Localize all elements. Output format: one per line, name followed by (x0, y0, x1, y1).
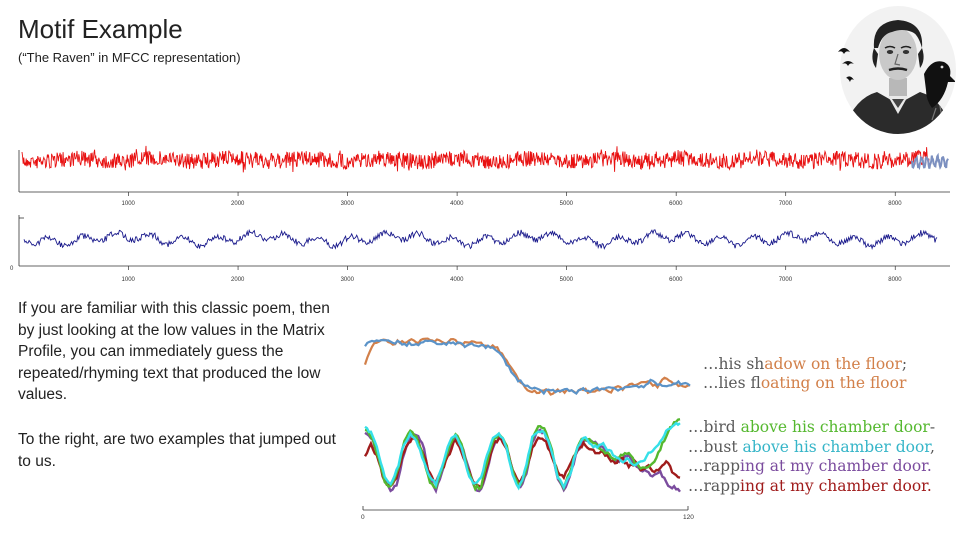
slide-subtitle: (“The Raven” in MFCC representation) (18, 50, 241, 65)
lyric-line: …bust above his chamber door, (688, 438, 935, 458)
mp-y-zero-label: 0 (10, 266, 14, 272)
lyric-highlight: adow on the floor (764, 355, 902, 373)
mp-tick-label: 8000 (888, 277, 902, 283)
mfcc-tick-label: 8000 (888, 201, 902, 207)
motif1-series-1 (364, 339, 691, 396)
slide-title: Motif Example (18, 14, 183, 44)
lyric-prefix: …rapp (688, 457, 740, 475)
lyric-prefix: …bust (688, 437, 743, 456)
mfcc-tick-label: 7000 (779, 201, 793, 207)
motif-pair-1-chart (363, 337, 691, 396)
mfcc-tick-label: 2000 (231, 201, 245, 207)
mfcc-motif-highlight (911, 152, 949, 171)
explanation-paragraph: If you are familiar with this classic po… (18, 300, 330, 403)
lyrics-bottom: …bird above his chamber door- …bust abov… (688, 418, 935, 496)
lyric-prefix: …his sh (703, 355, 765, 373)
mfcc-tick-label: 3000 (341, 201, 355, 207)
motif2-xtick-120: 120 (683, 514, 694, 521)
lyric-prefix: …bird (688, 418, 741, 436)
mfcc-tick-label: 1000 (122, 201, 136, 207)
mfcc-x-ticks: 1000 2000 3000 4000 5000 6000 7000 8000 (122, 192, 902, 207)
matrix-profile-line (23, 228, 938, 251)
lyric-suffix: , (930, 437, 935, 456)
mfcc-tick-label: 5000 (560, 201, 574, 207)
motif-group-2-chart: 0 120 (361, 418, 694, 521)
lyric-line: …rapping at my chamber door. (688, 477, 935, 497)
mp-tick-label: 3000 (341, 277, 355, 283)
mp-tick-label: 2000 (231, 277, 245, 283)
mp-tick-label: 6000 (669, 277, 683, 283)
mp-tick-label: 4000 (450, 277, 464, 283)
matrix-profile-chart: 0 1000 2000 3000 4000 5000 6000 7000 8000 (10, 215, 950, 283)
lyric-prefix: …rapp (688, 476, 740, 495)
lyric-line: …lies floating on the floor (703, 374, 907, 393)
lyric-line: …his shadow on the floor; (703, 355, 907, 374)
lyric-line: …rapping at my chamber door. (688, 457, 935, 477)
lyric-suffix: - (929, 418, 936, 436)
lyric-highlight: ing at my chamber door. (740, 457, 932, 475)
mp-tick-label: 5000 (560, 277, 574, 283)
lyric-highlight: above his chamber door (740, 418, 930, 436)
motif2-xtick-0: 0 (361, 514, 365, 521)
mfcc-tick-label: 4000 (450, 201, 464, 207)
lyric-line: …bird above his chamber door- (688, 418, 935, 438)
mfcc-series-line (21, 145, 930, 173)
motif2-lines (363, 418, 681, 495)
mp-tick-label: 7000 (779, 277, 793, 283)
mfcc-tick-label: 6000 (669, 201, 683, 207)
motif2-series-3 (364, 421, 681, 491)
lyric-suffix: ; (901, 355, 908, 373)
lyric-highlight: ing at my chamber door. (740, 476, 932, 495)
lyric-prefix: …lies fl (703, 374, 761, 392)
lyric-highlight: oating on the floor (760, 374, 907, 392)
examples-paragraph: To the right, are two examples that jump… (18, 431, 336, 470)
lyrics-top: …his shadow on the floor; …lies floating… (703, 355, 907, 393)
mp-x-ticks: 1000 2000 3000 4000 5000 6000 7000 8000 (122, 266, 902, 283)
mp-tick-label: 1000 (122, 277, 136, 283)
edgar-allan-poe-portrait-icon (838, 6, 956, 134)
mfcc-chart: 1000 2000 3000 4000 5000 6000 7000 8000 (18, 145, 950, 207)
motif2-series-0 (364, 428, 681, 495)
lyric-highlight: above his chamber door (742, 437, 931, 456)
